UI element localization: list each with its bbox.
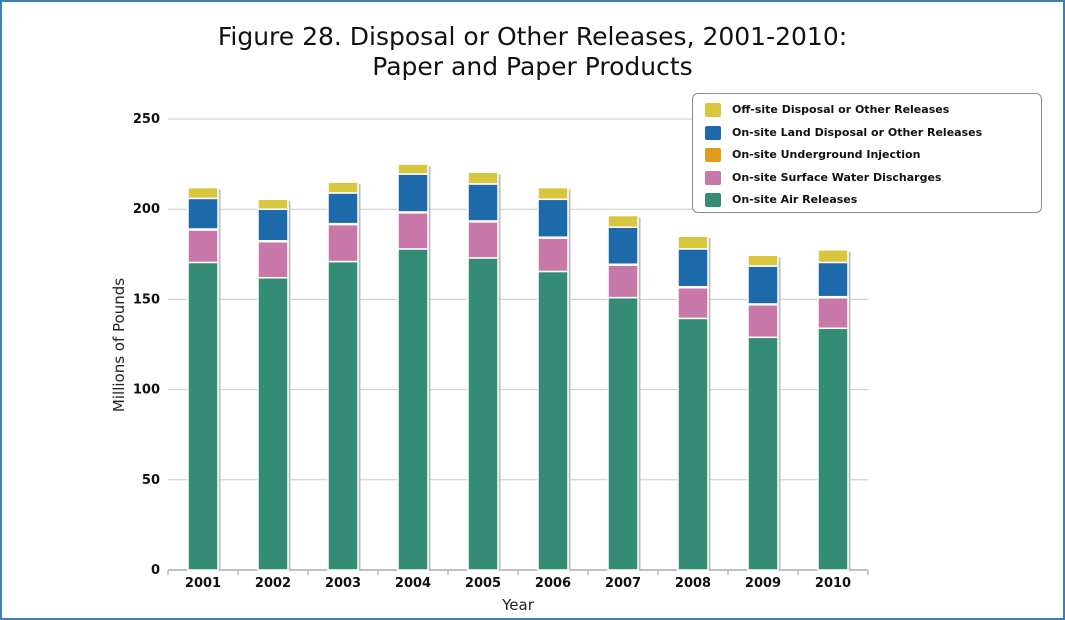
x-tick-label: 2009 xyxy=(745,576,781,591)
bar-segment-on-site-surface-water-discharges xyxy=(677,286,709,320)
legend-label: Off-site Disposal or Other Releases xyxy=(732,103,950,116)
x-axis-title: Year xyxy=(501,596,535,614)
bar-segment-on-site-surface-water-discharges xyxy=(257,240,289,279)
legend-label: On-site Surface Water Discharges xyxy=(732,170,942,184)
legend-swatch xyxy=(705,103,721,117)
legend-label: On-site Land Disposal or Other Releases xyxy=(732,125,983,139)
legend-swatch xyxy=(705,193,721,207)
chart-subtitle: Paper and Paper Products xyxy=(372,52,693,81)
y-tick-label: 50 xyxy=(142,473,160,488)
bar-segment-on-site-land-disposal-or-other-releases xyxy=(537,198,569,238)
legend-swatch xyxy=(705,170,721,185)
bar-segment-on-site-air-releases xyxy=(467,257,499,571)
bar-segment-off-site-disposal-or-other-releases xyxy=(607,214,639,228)
chart-title-block: Figure 28. Disposal or Other Releases, 2… xyxy=(0,22,1065,82)
y-tick-label: 100 xyxy=(133,383,160,398)
bar-segment-on-site-air-releases xyxy=(537,270,569,571)
bar-segment-on-site-air-releases xyxy=(677,317,709,571)
bar-segment-off-site-disposal-or-other-releases xyxy=(747,254,779,267)
bar-segment-on-site-land-disposal-or-other-releases xyxy=(607,226,639,265)
bar-segment-on-site-surface-water-discharges xyxy=(817,296,849,330)
y-axis-title: Millions of Pounds xyxy=(110,278,128,412)
bar-segment-off-site-disposal-or-other-releases xyxy=(397,163,429,175)
bar-segment-off-site-disposal-or-other-releases xyxy=(467,171,499,185)
bar-segment-on-site-surface-water-discharges xyxy=(327,223,359,263)
y-tick-label: 150 xyxy=(133,292,160,307)
x-tick-label: 2001 xyxy=(185,576,221,591)
bar-segment-off-site-disposal-or-other-releases xyxy=(537,186,569,201)
chart-title: Figure 28. Disposal or Other Releases, 2… xyxy=(217,22,848,51)
bar-segment-on-site-land-disposal-or-other-releases xyxy=(257,208,289,242)
bar-segment-on-site-land-disposal-or-other-releases xyxy=(397,173,429,213)
bar-segment-on-site-surface-water-discharges xyxy=(537,237,569,273)
bar-segment-on-site-air-releases xyxy=(817,327,849,571)
bar-segment-on-site-air-releases xyxy=(397,248,429,571)
bar-segment-on-site-air-releases xyxy=(607,296,639,571)
bar-segment-on-site-surface-water-discharges xyxy=(467,221,499,259)
x-tick-label: 2010 xyxy=(815,576,851,591)
bar-segment-on-site-land-disposal-or-other-releases xyxy=(747,265,779,305)
bar-segment-on-site-land-disposal-or-other-releases xyxy=(677,248,709,288)
bar-segment-on-site-land-disposal-or-other-releases xyxy=(467,183,499,222)
bar-segment-off-site-disposal-or-other-releases xyxy=(187,186,219,200)
bar-segment-on-site-surface-water-discharges xyxy=(187,229,219,264)
bar-segment-on-site-air-releases xyxy=(257,277,289,571)
bar-segment-on-site-surface-water-discharges xyxy=(607,264,639,299)
x-tick-label: 2005 xyxy=(465,576,501,591)
legend-swatch xyxy=(705,148,721,162)
bar-segment-on-site-air-releases xyxy=(747,336,779,571)
legend-label: On-site Underground Injection xyxy=(732,148,921,161)
bar-segment-off-site-disposal-or-other-releases xyxy=(257,198,289,210)
bar-segment-off-site-disposal-or-other-releases xyxy=(327,181,359,194)
bar-segment-on-site-surface-water-discharges xyxy=(747,304,779,339)
x-tick-label: 2008 xyxy=(675,576,711,591)
y-tick-label: 0 xyxy=(151,563,160,578)
legend-label: On-site Air Releases xyxy=(732,193,858,206)
bar-segment-on-site-land-disposal-or-other-releases xyxy=(187,197,219,230)
bar-segment-on-site-air-releases xyxy=(327,260,359,571)
chart-legend: Off-site Disposal or Other Releases On-si… xyxy=(692,93,1042,213)
bar-segment-on-site-land-disposal-or-other-releases xyxy=(327,192,359,225)
x-tick-label: 2006 xyxy=(535,576,571,591)
bar-segment-on-site-land-disposal-or-other-releases xyxy=(817,261,849,298)
bar-segment-off-site-disposal-or-other-releases xyxy=(677,235,709,250)
y-tick-label: 250 xyxy=(133,112,160,127)
x-tick-label: 2007 xyxy=(605,576,641,591)
x-tick-label: 2004 xyxy=(395,576,431,591)
x-tick-label: 2003 xyxy=(325,576,361,591)
bar-segment-off-site-disposal-or-other-releases xyxy=(817,249,849,264)
x-tick-label: 2002 xyxy=(255,576,291,591)
bar-segment-on-site-surface-water-discharges xyxy=(397,212,429,250)
legend-swatch xyxy=(705,125,721,140)
bar-segment-on-site-air-releases xyxy=(187,261,219,571)
y-tick-label: 200 xyxy=(133,202,160,217)
